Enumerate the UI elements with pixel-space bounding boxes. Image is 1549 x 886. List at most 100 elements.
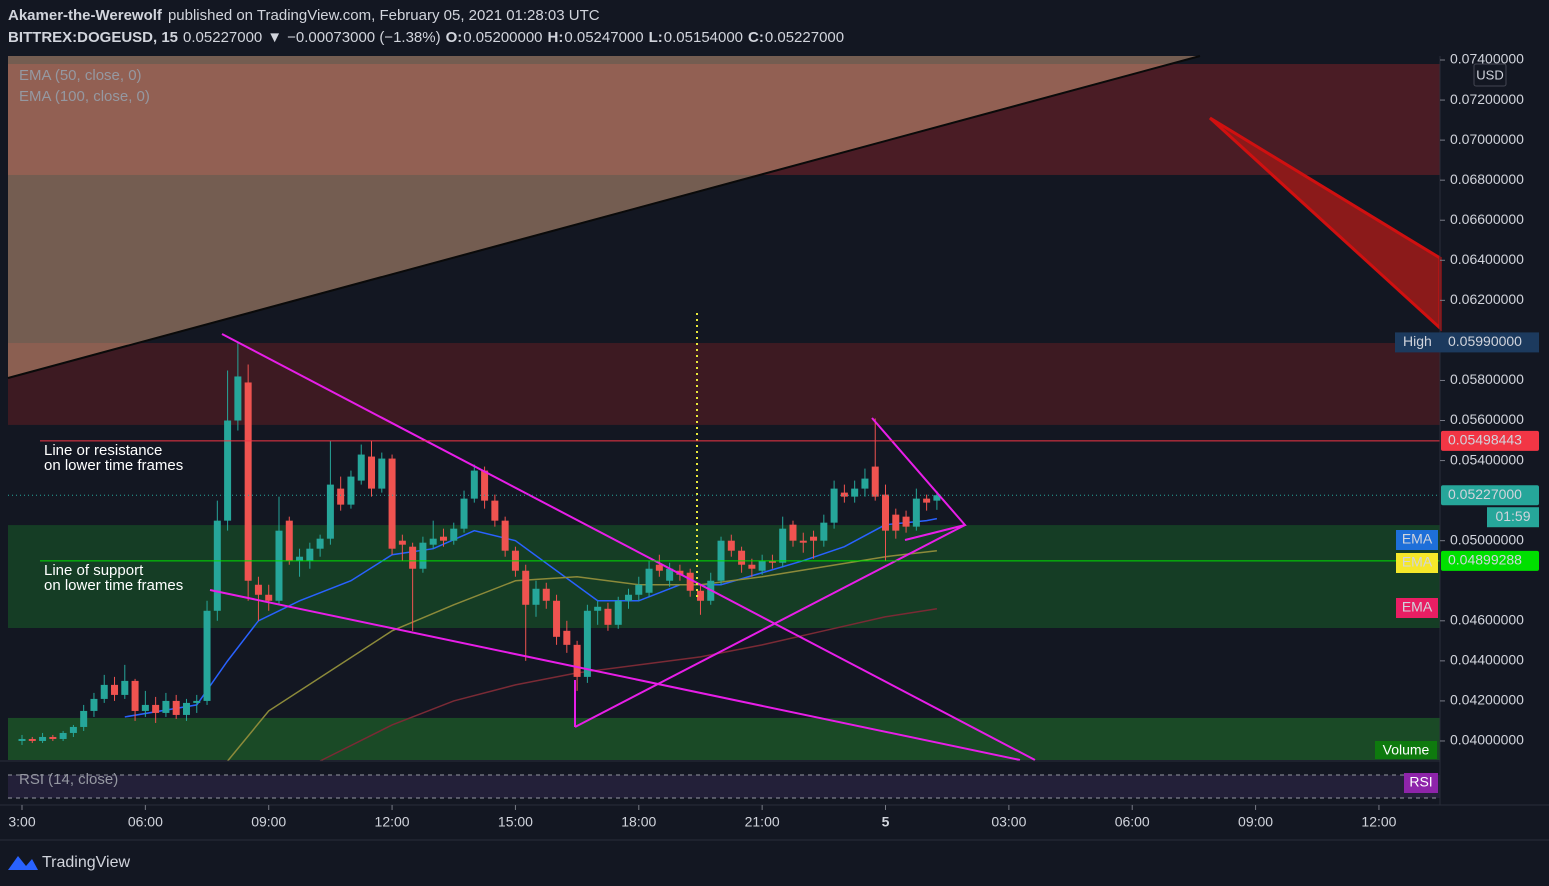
candles (18, 342, 941, 745)
candle-body (810, 536, 818, 541)
rsi-tag: RSI (1409, 774, 1432, 790)
candle-body (203, 610, 211, 701)
price-tag (1441, 485, 1539, 506)
candle-body (902, 516, 910, 527)
ema-line (227, 549, 937, 762)
levels (8, 440, 1440, 562)
x-tick-label: 18:00 (621, 814, 656, 830)
axes: 0.07400000 0.07200000 0.07000000 0.06800000… (8, 51, 1524, 830)
x-tick-label: 5 (882, 814, 890, 830)
x-tick-label: 15:00 (498, 814, 533, 830)
candle-body (820, 522, 828, 541)
candle-body (481, 470, 489, 501)
rsi-tag-box (1404, 773, 1438, 793)
candle-body (398, 540, 406, 545)
rsi-legend: RSI (14, close) (19, 771, 118, 788)
candle-body (583, 610, 591, 677)
y-tick-label: 0.05600000 (1450, 411, 1524, 427)
price-tag (1441, 430, 1539, 451)
price-tag-label: 0.04899288 (1448, 552, 1522, 568)
candle-body (871, 466, 879, 497)
candle-body (635, 584, 643, 595)
y-tick-label: 0.06200000 (1450, 291, 1524, 307)
candle-body (779, 528, 787, 563)
y-tick-label: 0.05800000 (1450, 371, 1524, 387)
y-tick-label: 0.06400000 (1450, 251, 1524, 267)
candle-body (738, 550, 746, 565)
ema-tag (1396, 598, 1438, 618)
header-l-label: L: (649, 29, 663, 46)
x-tick-label: 06:00 (1115, 814, 1150, 830)
logo-icon (8, 856, 38, 870)
zone (8, 343, 1440, 425)
candle-body (224, 420, 232, 521)
candle-body (604, 608, 612, 625)
ema-tag (1396, 530, 1438, 550)
high-tag (1395, 332, 1539, 353)
candle-body (696, 590, 704, 601)
candle-body (542, 588, 550, 601)
candle-body (553, 600, 561, 637)
price-tags: 0.05498443 0.05227000 01:59 0.04899288 High 0… (1395, 332, 1539, 618)
candle-body (573, 644, 581, 677)
symbol-line: BITTREX:DOGEUSD, 15 0.05227000 ▼ −0.0007300… (8, 29, 844, 46)
price-tag-label: 0.05498443 (1448, 432, 1522, 448)
candle-body (244, 382, 252, 581)
candle-body (532, 588, 540, 605)
candle-body (296, 556, 304, 561)
candle-body (429, 538, 437, 545)
candle-body (69, 726, 77, 733)
candle-body (59, 732, 67, 739)
candle-body (933, 495, 941, 501)
x-tick-label: 3:00 (8, 814, 35, 830)
annotation: Line of support (44, 562, 144, 579)
candle-body (121, 680, 129, 695)
candle-body (49, 736, 57, 739)
candle-body (758, 560, 766, 571)
candle-body (830, 488, 838, 523)
candle-body (275, 530, 283, 601)
annotation: on lower time frames (44, 457, 183, 474)
header-symbol: BITTREX:DOGEUSD, 15 (8, 29, 178, 46)
countdown-box (1487, 507, 1539, 528)
ema-lines (124, 517, 938, 762)
header-arrow: ▼ (267, 29, 282, 46)
candle-body (100, 684, 108, 699)
x-tick-label: 09:00 (251, 814, 286, 830)
candle-body (131, 680, 139, 711)
candle-body (645, 568, 653, 593)
candle-body (912, 498, 920, 527)
y-tick-label: 0.05000000 (1450, 531, 1524, 547)
countdown: 01:59 (1495, 508, 1530, 524)
candle-body (840, 492, 848, 497)
candle-body (522, 570, 530, 605)
x-tick-label: 12:00 (1361, 814, 1396, 830)
currency-box (1473, 63, 1507, 87)
candle-body (213, 520, 221, 611)
candle-body (90, 698, 98, 711)
annotation: Line or resistance (44, 442, 162, 459)
header-h: 0.05247000 (564, 29, 643, 46)
candle-body (80, 710, 88, 727)
candle-body (265, 594, 273, 601)
rsi-band (8, 775, 1440, 798)
y-tick-label: 0.06800000 (1450, 171, 1524, 187)
candle-body (111, 684, 119, 695)
candle-body (676, 570, 684, 575)
candle-body (655, 564, 663, 571)
header-h-label: H: (548, 29, 564, 46)
candle-body (686, 572, 694, 591)
candle-body (923, 498, 931, 503)
candle-body (748, 564, 756, 569)
header-o-label: O: (446, 29, 463, 46)
candle-body (152, 704, 160, 713)
currency: USD (1476, 67, 1503, 82)
x-tick-label: 12:00 (375, 814, 410, 830)
candle-body (727, 540, 735, 551)
candle-body (172, 700, 180, 715)
x-tick-label: 09:00 (1238, 814, 1273, 830)
header-l: 0.05154000 (664, 29, 743, 46)
ema-line (319, 608, 938, 762)
candle-body (39, 736, 47, 741)
